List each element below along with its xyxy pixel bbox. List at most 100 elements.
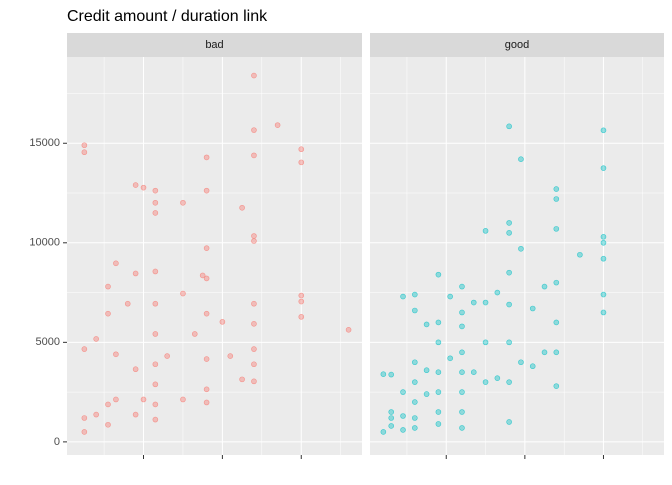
point [203, 275, 210, 282]
point [600, 255, 607, 262]
point [518, 156, 524, 162]
point [227, 353, 234, 359]
point [251, 127, 257, 133]
point [132, 411, 139, 418]
point [435, 409, 442, 415]
point [345, 326, 352, 333]
point [412, 359, 418, 366]
point [124, 300, 131, 307]
point [423, 321, 430, 328]
point [105, 421, 111, 428]
y-tick-label: 15000 [29, 137, 60, 149]
point [412, 307, 418, 314]
point [180, 290, 186, 297]
point [506, 220, 512, 226]
point [506, 379, 512, 385]
point [470, 369, 477, 376]
point [459, 323, 465, 330]
point [251, 233, 257, 239]
point [506, 339, 512, 346]
y-tick-label: 0 [54, 436, 60, 448]
panel [67, 57, 362, 455]
point [482, 339, 489, 346]
point [494, 289, 501, 296]
point [423, 367, 430, 374]
point [459, 349, 465, 356]
point [152, 361, 159, 368]
point [412, 425, 418, 431]
point [152, 416, 159, 423]
point [152, 331, 159, 337]
point [447, 355, 453, 362]
point [274, 122, 281, 128]
point [113, 351, 119, 358]
point [412, 291, 418, 298]
point [459, 309, 465, 316]
point [203, 187, 210, 194]
point [482, 299, 489, 306]
point [553, 279, 560, 286]
point [180, 396, 186, 403]
point [435, 369, 442, 376]
point [239, 204, 245, 211]
point [541, 283, 548, 290]
strip [67, 33, 362, 57]
point [251, 346, 257, 352]
point [251, 378, 257, 385]
point [435, 271, 442, 278]
point [180, 199, 186, 206]
point [152, 401, 159, 408]
point [81, 346, 88, 352]
y-tick-label: 5000 [36, 336, 60, 348]
point [132, 182, 139, 188]
point [553, 383, 560, 389]
point [529, 305, 536, 312]
point [191, 331, 198, 337]
point [459, 283, 465, 290]
point [459, 389, 465, 395]
point [164, 353, 170, 359]
point [459, 369, 465, 376]
point [152, 187, 159, 194]
point [251, 361, 257, 368]
point [459, 409, 465, 415]
point [113, 260, 119, 267]
point [380, 429, 387, 435]
point [81, 149, 88, 156]
point [518, 359, 524, 366]
point [251, 300, 257, 307]
point [506, 269, 512, 276]
point [435, 319, 442, 326]
point [113, 396, 119, 403]
point [251, 321, 257, 327]
point [219, 319, 226, 325]
point [105, 401, 111, 408]
point [553, 226, 560, 232]
point [203, 154, 210, 161]
point [529, 363, 536, 370]
point [506, 123, 512, 130]
point [435, 389, 442, 395]
point [388, 409, 395, 415]
point [553, 319, 560, 326]
point [494, 375, 501, 381]
strip [370, 33, 664, 57]
point [298, 159, 305, 166]
point [152, 210, 159, 216]
strip-label: bad [205, 39, 223, 51]
point [482, 379, 489, 385]
point [380, 371, 387, 377]
chart-title: Credit amount / duration link [67, 8, 268, 25]
point [600, 234, 607, 240]
point [298, 146, 305, 153]
point [298, 292, 305, 299]
point [388, 423, 395, 429]
point [482, 228, 489, 234]
point [132, 366, 139, 373]
point [400, 427, 406, 433]
point [251, 238, 257, 244]
point [553, 196, 560, 202]
point [239, 376, 245, 383]
point [152, 300, 159, 307]
point [203, 310, 210, 317]
